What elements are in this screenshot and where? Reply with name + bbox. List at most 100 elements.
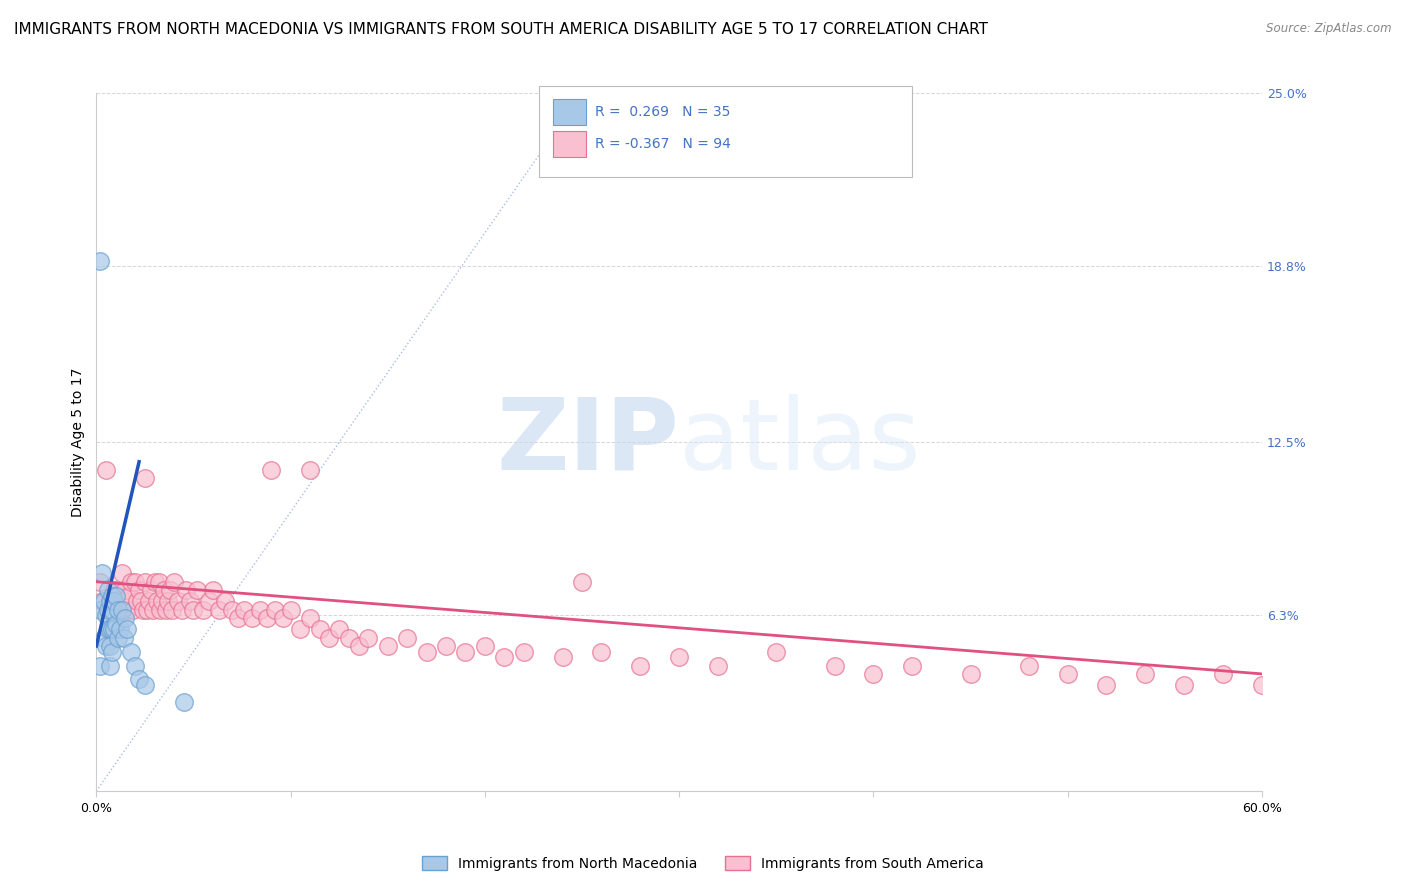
Point — [104, 589, 127, 603]
Point — [174, 583, 197, 598]
Point — [101, 644, 124, 658]
Point — [396, 631, 419, 645]
Point — [138, 594, 160, 608]
Point — [89, 253, 111, 268]
Point — [1095, 678, 1118, 692]
Point — [112, 631, 135, 645]
Point — [1173, 678, 1195, 692]
Point — [347, 639, 370, 653]
Point — [163, 574, 186, 589]
Text: atlas: atlas — [679, 393, 921, 491]
Point — [148, 574, 170, 589]
Point — [260, 463, 283, 477]
Point — [765, 644, 787, 658]
Point — [129, 594, 152, 608]
Point — [290, 622, 312, 636]
Point — [959, 666, 981, 681]
Point — [97, 603, 120, 617]
Point — [155, 603, 177, 617]
Point — [98, 658, 121, 673]
Point — [249, 603, 271, 617]
Point — [198, 594, 221, 608]
Point — [153, 583, 176, 598]
Point — [94, 608, 117, 623]
Point — [377, 639, 399, 653]
Point — [134, 574, 156, 589]
Point — [103, 583, 125, 598]
Point — [107, 603, 129, 617]
Point — [139, 583, 162, 598]
Point — [157, 594, 180, 608]
Point — [98, 639, 121, 653]
Point — [214, 594, 236, 608]
Point — [110, 566, 132, 581]
Point — [571, 574, 593, 589]
Point — [434, 639, 457, 653]
Point — [101, 603, 124, 617]
Bar — [553, 99, 586, 126]
Point — [193, 603, 215, 617]
Y-axis label: Disability Age 5 to 17: Disability Age 5 to 17 — [72, 368, 86, 516]
Point — [167, 594, 190, 608]
Point — [415, 644, 437, 658]
Point — [108, 622, 131, 636]
Point — [256, 611, 278, 625]
Text: R = -0.367   N = 94: R = -0.367 N = 94 — [595, 137, 731, 151]
Point — [127, 594, 149, 608]
Point — [149, 603, 172, 617]
Bar — [540, 87, 912, 177]
Point — [104, 583, 127, 598]
Point — [135, 603, 157, 617]
Point — [124, 574, 146, 589]
Point — [107, 594, 129, 608]
Point — [454, 644, 477, 658]
Point — [1212, 666, 1234, 681]
Point — [159, 583, 181, 598]
Point — [108, 603, 131, 617]
Point — [93, 594, 115, 608]
Point — [91, 566, 114, 581]
Point — [128, 673, 150, 687]
Point — [107, 631, 129, 645]
Point — [186, 583, 208, 598]
Point — [201, 583, 224, 598]
Point — [824, 658, 846, 673]
Point — [117, 622, 139, 636]
Point — [134, 471, 156, 485]
Point — [132, 603, 155, 617]
Point — [101, 622, 124, 636]
Point — [179, 594, 201, 608]
Point — [122, 603, 145, 617]
Point — [114, 583, 136, 598]
Point — [152, 594, 174, 608]
Point — [628, 658, 651, 673]
Point — [318, 631, 340, 645]
Point — [98, 594, 121, 608]
Point — [103, 622, 125, 636]
Point — [160, 603, 183, 617]
Point — [103, 594, 125, 608]
Text: ZIP: ZIP — [496, 393, 679, 491]
Point — [94, 463, 117, 477]
Point — [145, 594, 167, 608]
Point — [512, 644, 534, 658]
Point — [591, 644, 613, 658]
Point — [299, 611, 322, 625]
Point — [1251, 678, 1274, 692]
Point — [97, 622, 120, 636]
Point — [208, 603, 231, 617]
Text: IMMIGRANTS FROM NORTH MACEDONIA VS IMMIGRANTS FROM SOUTH AMERICA DISABILITY AGE : IMMIGRANTS FROM NORTH MACEDONIA VS IMMIG… — [14, 22, 988, 37]
Point — [142, 603, 165, 617]
Text: R =  0.269   N = 35: R = 0.269 N = 35 — [595, 105, 731, 119]
Bar — [553, 131, 586, 157]
Point — [134, 678, 156, 692]
Point — [128, 583, 150, 598]
Legend: Immigrants from North Macedonia, Immigrants from South America: Immigrants from North Macedonia, Immigra… — [416, 850, 990, 876]
Point — [173, 695, 195, 709]
Point — [221, 603, 243, 617]
Point — [862, 666, 884, 681]
Point — [299, 463, 322, 477]
Point — [328, 622, 350, 636]
Point — [226, 611, 249, 625]
Point — [474, 639, 496, 653]
